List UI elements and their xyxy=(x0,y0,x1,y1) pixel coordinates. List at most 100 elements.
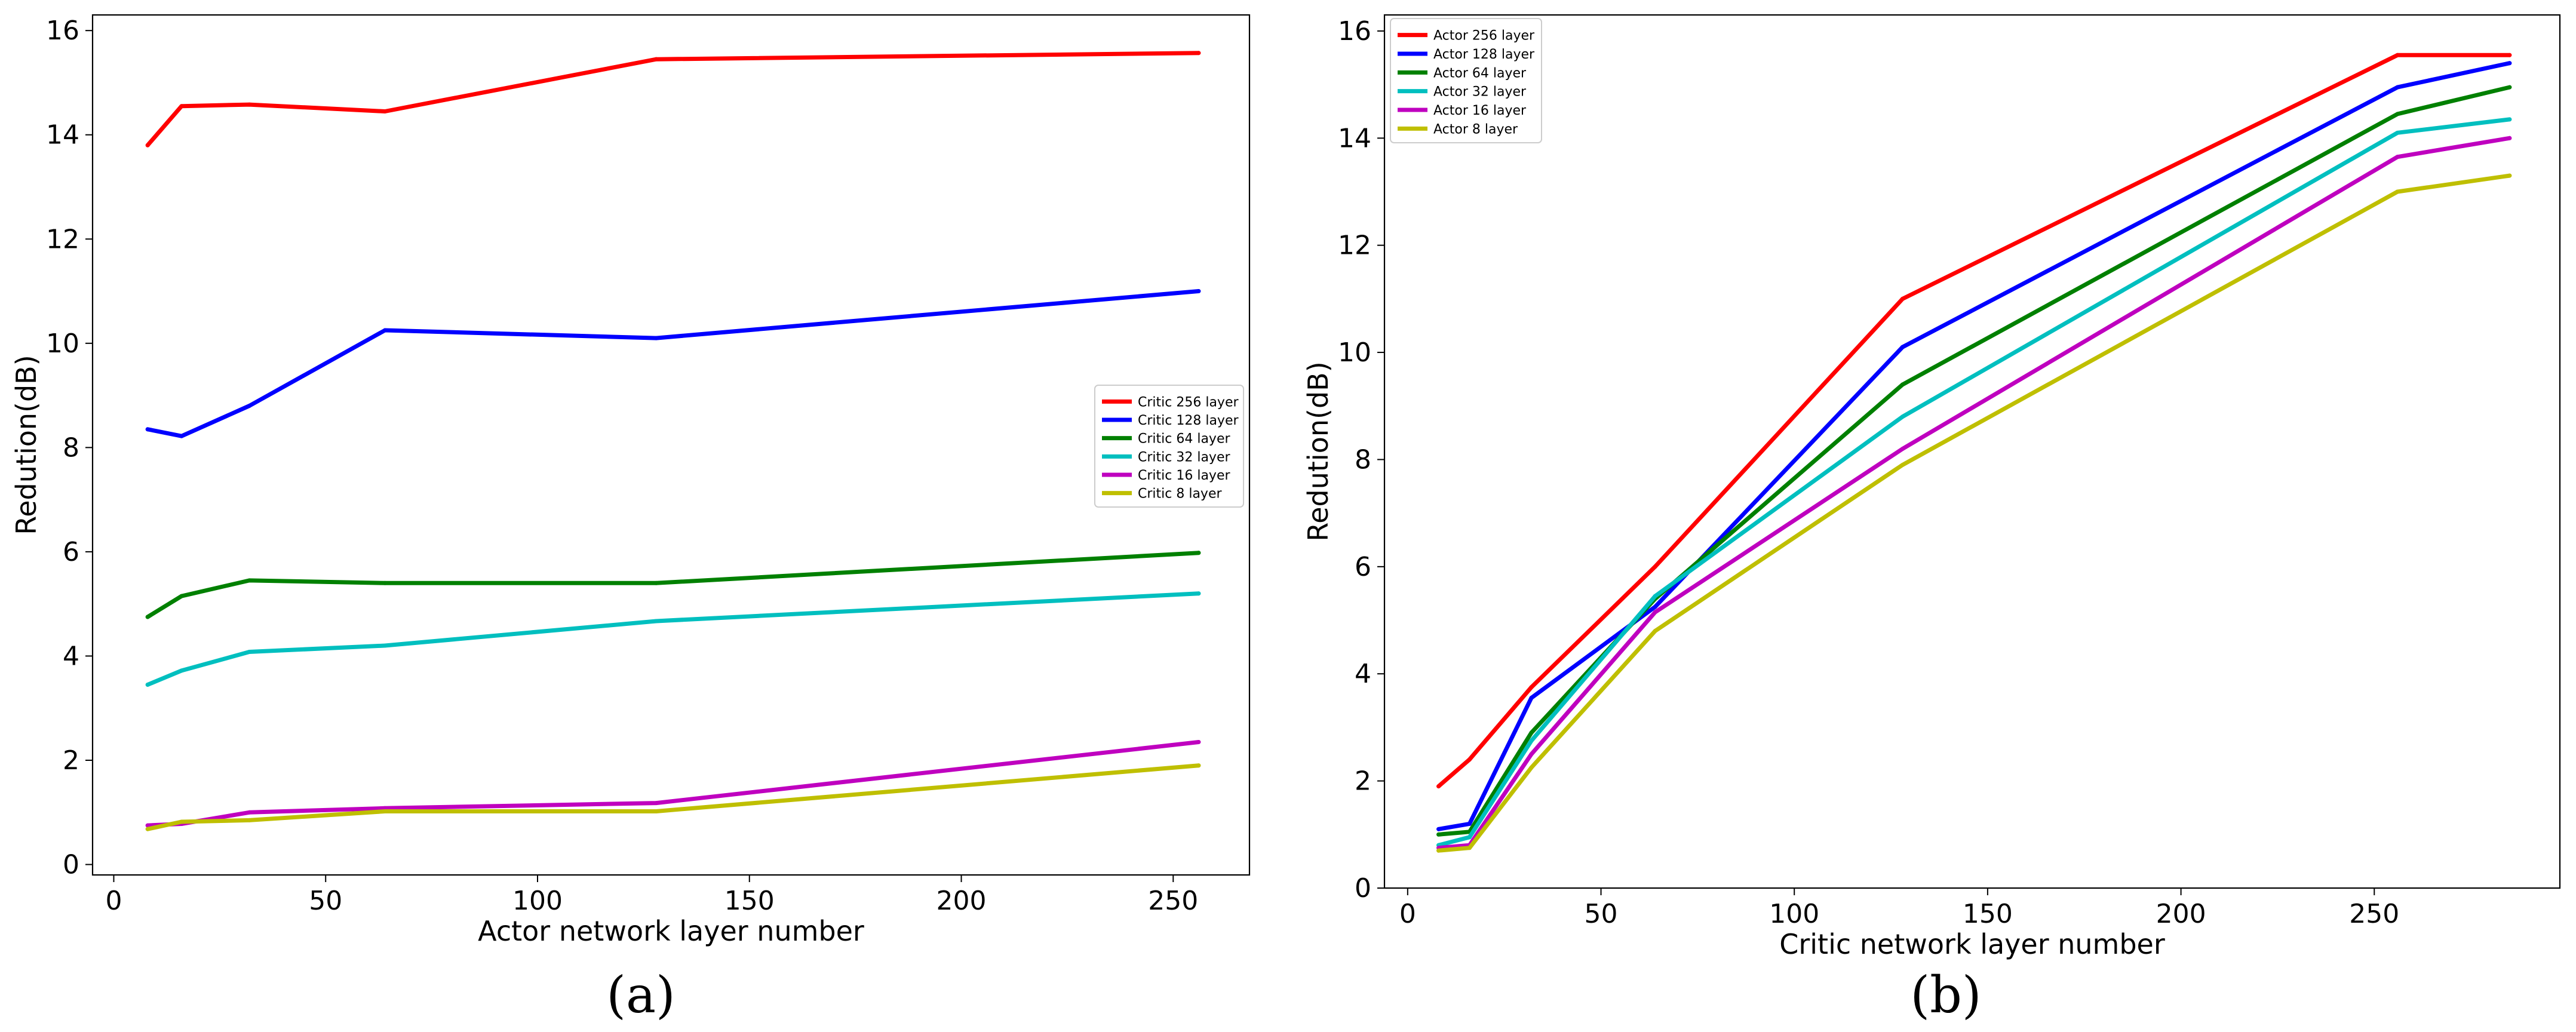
series-line xyxy=(145,551,1201,619)
data-point xyxy=(1529,752,1534,757)
legend-entry-label: Actor 256 layer xyxy=(1433,29,1535,44)
y-tick-label: 4 xyxy=(63,641,79,671)
legend-entry-label: Actor 16 layer xyxy=(1433,103,1527,118)
data-point xyxy=(1436,784,1441,789)
legend-entry-label: Critic 16 layer xyxy=(1138,468,1230,483)
data-point xyxy=(1467,757,1472,762)
y-tick-label: 16 xyxy=(46,16,79,46)
data-point xyxy=(1900,296,1905,301)
y-tick-label: 14 xyxy=(46,120,79,150)
data-point xyxy=(1529,685,1534,690)
series-line xyxy=(145,289,1201,438)
x-tick-label: 0 xyxy=(1399,899,1416,929)
data-point xyxy=(2507,85,2512,90)
y-tick-label: 8 xyxy=(63,432,79,463)
x-tick-label: 150 xyxy=(724,886,775,916)
x-tick-label: 250 xyxy=(2349,899,2399,929)
y-tick-label: 10 xyxy=(1338,337,1371,368)
data-point xyxy=(2395,189,2400,194)
data-point xyxy=(145,823,150,828)
data-point xyxy=(145,615,150,619)
data-point xyxy=(1196,51,1201,56)
x-tick-label: 250 xyxy=(1148,886,1198,916)
legend-box xyxy=(1390,18,1542,143)
panel-label: (a) xyxy=(606,966,676,1024)
data-point xyxy=(145,682,150,687)
y-tick-label: 12 xyxy=(1338,231,1371,261)
y-tick-label: 2 xyxy=(1355,766,1371,797)
data-point xyxy=(1436,848,1441,853)
data-point xyxy=(247,818,252,822)
data-point xyxy=(1653,604,1657,609)
legend-entry-label: Critic 32 layer xyxy=(1138,450,1230,465)
data-point xyxy=(179,104,184,109)
y-tick-label: 0 xyxy=(63,850,79,880)
y-tick-label: 0 xyxy=(1355,873,1371,904)
data-point xyxy=(2507,136,2512,140)
data-point xyxy=(145,143,150,148)
legend-entry-label: Actor 128 layer xyxy=(1433,47,1535,62)
legend-entry-label: Critic 256 layer xyxy=(1138,395,1239,410)
data-point xyxy=(179,819,184,824)
data-point xyxy=(1196,289,1201,294)
data-point xyxy=(247,102,252,107)
data-point xyxy=(1436,832,1441,837)
data-point xyxy=(179,594,184,598)
data-point xyxy=(1900,382,1905,387)
chart-panel-b: 0 50 100 150 200 250 0 2 4 6 8 10 12 14 16 Critic netwo… xyxy=(1302,14,2561,1024)
data-point xyxy=(1436,827,1441,831)
y-axis-label: Redution(dB) xyxy=(10,355,42,535)
data-point xyxy=(1900,345,1905,349)
data-point xyxy=(1900,447,1905,452)
data-point xyxy=(247,404,252,408)
x-axis-label: Actor network layer number xyxy=(478,915,864,947)
data-point xyxy=(1467,821,1472,826)
data-point xyxy=(1529,696,1534,701)
data-point xyxy=(654,801,659,806)
x-tick-label: 200 xyxy=(937,886,987,916)
data-point xyxy=(247,578,252,583)
data-point xyxy=(1196,739,1201,744)
x-tick-label: 50 xyxy=(309,886,342,916)
data-point xyxy=(383,580,388,585)
chart-panel-a: 0 50 100 150 200 250 0 2 4 6 8 10 12 14 16 Actor networ… xyxy=(10,14,1251,1024)
data-point xyxy=(654,57,659,62)
plot-frame xyxy=(1383,14,2561,889)
data-point xyxy=(247,810,252,815)
data-point xyxy=(145,827,150,831)
y-tick-label: 4 xyxy=(1355,659,1371,689)
data-point xyxy=(179,434,184,438)
data-point xyxy=(654,619,659,624)
legend-entry-label: Critic 64 layer xyxy=(1138,432,1230,447)
data-point xyxy=(1653,564,1657,569)
data-point xyxy=(1653,628,1657,633)
data-point xyxy=(1529,738,1534,743)
y-tick-label: 16 xyxy=(1338,16,1371,47)
y-tick-label: 6 xyxy=(63,537,79,567)
data-point xyxy=(654,580,659,585)
data-point xyxy=(2395,112,2400,116)
y-tick-label: 10 xyxy=(46,328,79,359)
legend: Critic 256 layer Critic 128 layer Critic 6… xyxy=(1094,385,1244,508)
data-point xyxy=(383,109,388,113)
data-point xyxy=(2507,173,2512,178)
data-point xyxy=(1653,594,1657,598)
data-point xyxy=(1900,414,1905,419)
plot-frame xyxy=(91,14,1251,876)
data-point xyxy=(1467,846,1472,850)
data-point xyxy=(2395,155,2400,159)
data-point xyxy=(1653,610,1657,615)
data-point xyxy=(1529,730,1534,735)
legend-entry-label: Critic 128 layer xyxy=(1138,413,1239,428)
y-tick-label: 14 xyxy=(1338,123,1371,153)
data-point xyxy=(2395,53,2400,57)
data-point xyxy=(654,336,659,340)
data-point xyxy=(2507,117,2512,122)
x-axis-label: Critic network layer number xyxy=(1779,928,2165,960)
legend-entry-label: Actor 32 layer xyxy=(1433,85,1527,100)
legend-entry-label: Actor 64 layer xyxy=(1433,66,1527,81)
legend-entry-label: Actor 8 layer xyxy=(1433,122,1518,137)
x-tick-label: 200 xyxy=(2156,899,2206,929)
series-line xyxy=(145,51,1201,148)
